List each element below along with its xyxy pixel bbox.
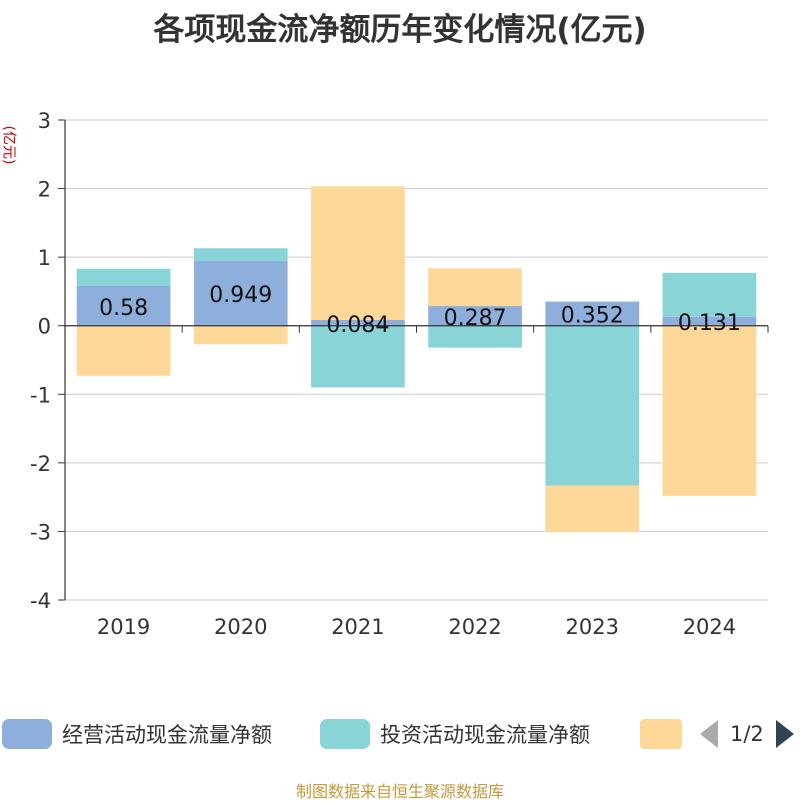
x-tick-label-2023: 2023 [566,615,619,639]
bar-operating-2020 [193,260,288,326]
y-tick-label-4: -1 [30,383,51,407]
bar-operating-2024 [662,316,757,326]
legend-page-indicator: 1/2 [730,722,764,746]
legend: 经营活动现金流量净额 投资活动现金流量净额 [0,716,800,752]
y-tick-label-3: 0 [38,315,51,339]
data-label-2023: 0.352 [561,304,624,329]
legend-item-financing[interactable] [640,716,692,752]
data-label-2019: 0.58 [99,296,148,321]
legend-item-operating[interactable]: 经营活动现金流量净额 [2,716,272,752]
data-label-2020: 0.949 [209,283,272,308]
bar-investing-2024 [662,272,757,317]
legend-swatch-financing [640,719,682,749]
bar-operating-2021 [311,319,405,326]
bar-financing-2019 [76,325,171,376]
y-tick-label-5: -2 [30,452,51,476]
bar-financing-2023 [545,485,640,533]
bar-financing-2024 [662,325,757,496]
bar-investing-2023 [545,325,640,486]
data-source-note: 制图数据来自恒生聚源数据库 [295,782,504,801]
legend-pager: 1/2 [700,716,794,752]
legend-label-investing: 投资活动现金流量净额 [380,723,590,747]
legend-item-investing[interactable]: 投资活动现金流量净额 [320,716,590,752]
data-label-2024: 0.131 [678,311,741,336]
chart-title: 各项现金流净额历年变化情况(亿元) [153,12,647,48]
x-tick-label-2021: 2021 [331,615,384,639]
data-label-2021: 0.084 [326,313,389,338]
x-tick-label-2020: 2020 [214,615,267,639]
y-tick-label-2: 1 [38,246,51,270]
y-tick-label-1: 2 [38,178,51,202]
legend-swatch-operating [2,719,52,749]
bar-financing-2020 [193,325,288,345]
bar-investing-2021 [311,325,405,388]
y-tick-label-7: -4 [30,589,51,613]
cash-flow-chart: 3 2 1 0 -1 -2 -3 -4 0.58 0.949 0.084 0.287 0.352 0.13… [30,109,769,639]
legend-next-arrow-icon[interactable] [775,720,794,748]
x-tick-label-2022: 2022 [448,615,501,639]
bar-investing-2019 [76,268,171,286]
bar-operating-2022 [428,306,522,326]
bar-investing-2020 [193,248,288,261]
bar-operating-2019 [76,285,171,326]
legend-swatch-investing [320,719,370,749]
legend-prev-arrow-icon[interactable] [700,720,718,748]
x-tick-label-2019: 2019 [97,615,150,639]
x-tick-label-2024: 2024 [683,615,736,639]
data-label-2022: 0.287 [444,306,507,331]
bar-operating-2023 [545,301,640,326]
bar-financing-2022 [428,268,522,307]
y-tick-label-0: 3 [38,109,51,133]
y-tick-label-6: -3 [30,520,51,544]
legend-label-operating: 经营活动现金流量净额 [62,723,272,747]
bar-financing-2021 [311,186,405,320]
bar-investing-2022 [428,325,522,348]
